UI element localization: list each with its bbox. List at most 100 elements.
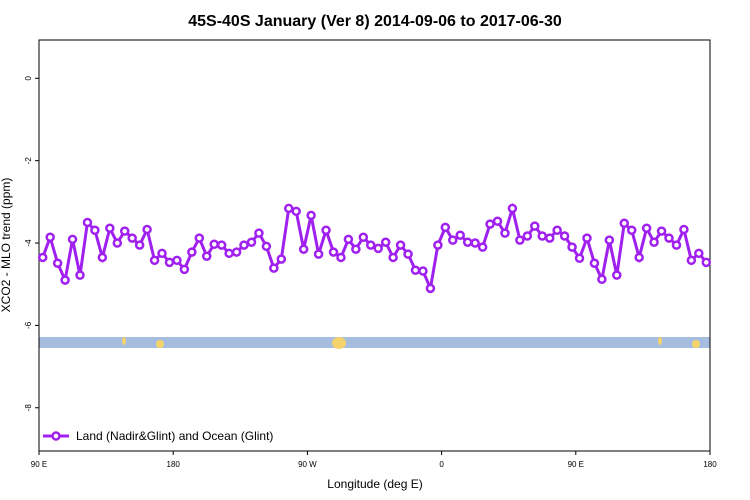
data-point (179, 264, 190, 275)
data-point (604, 235, 615, 245)
data-point (530, 221, 540, 231)
data-point (492, 216, 503, 226)
data-point (403, 249, 413, 259)
data-point (261, 241, 272, 252)
data-point (649, 237, 659, 247)
data-point (254, 228, 264, 238)
chart-title: 45S-40S January (Ver 8) 2014-09-06 to 20… (188, 13, 562, 30)
data-point (388, 252, 398, 263)
data-point (462, 237, 473, 247)
y-axis-label: XCO2 - MLO trend (ppm) (0, 178, 13, 313)
data-point (60, 275, 70, 285)
data-point (351, 244, 361, 254)
data-point (75, 270, 85, 280)
data-point (306, 210, 316, 221)
data-point (194, 233, 205, 243)
data-point (149, 255, 160, 266)
data-point (612, 270, 622, 280)
data-point (45, 232, 55, 243)
data-point (224, 248, 234, 259)
data-point (67, 234, 78, 245)
data-point (597, 274, 607, 285)
x-tick-label: 90 E (568, 460, 584, 469)
data-point (328, 247, 339, 257)
data-point (291, 206, 301, 217)
data-point (470, 238, 480, 248)
data-point (373, 243, 383, 254)
data-point (425, 283, 436, 294)
data-point (52, 258, 63, 268)
data-point (537, 231, 547, 241)
data-point (269, 263, 279, 273)
data-point (157, 248, 167, 259)
x-tick-label: 90 E (31, 460, 47, 469)
data-point (567, 242, 577, 252)
legend-marker (51, 431, 61, 441)
data-point (395, 240, 406, 250)
data-point (418, 266, 428, 276)
data-point (589, 258, 600, 268)
data-point (552, 225, 562, 236)
x-tick-label: 180 (167, 460, 181, 469)
data-point (82, 217, 93, 228)
data-point (246, 237, 257, 247)
data-point (485, 219, 495, 229)
data-point (97, 252, 108, 263)
data-point (336, 252, 346, 263)
data-point (559, 231, 570, 241)
data-point (515, 235, 525, 245)
data-point (216, 240, 227, 250)
y-tick-label: -2 (24, 157, 33, 165)
data-point (671, 240, 682, 250)
plot-frame (38, 39, 711, 452)
data-point (619, 218, 630, 229)
data-point (134, 240, 145, 250)
data-point (343, 234, 354, 245)
data-point (440, 222, 451, 233)
data-point (634, 252, 644, 263)
data-point (656, 226, 667, 236)
data-point (37, 252, 48, 263)
data-point (142, 224, 152, 235)
data-point (172, 255, 182, 266)
data-point (455, 230, 465, 240)
data-point (321, 225, 331, 236)
data-point (641, 223, 652, 233)
land-ocean-band (39, 337, 710, 349)
data-point (448, 235, 458, 245)
y-tick-label: 0 (24, 76, 33, 81)
data-point (694, 248, 704, 259)
data-point (112, 238, 123, 248)
data-point (313, 249, 324, 259)
data-point (209, 239, 219, 250)
data-point (574, 253, 585, 264)
data-point (284, 203, 294, 214)
data-point (90, 225, 100, 236)
data-point (477, 242, 488, 252)
data-point (127, 233, 137, 243)
data-point (276, 254, 287, 264)
data-point (358, 232, 369, 243)
data-point (119, 226, 130, 236)
data-point (239, 240, 249, 250)
data-point (507, 203, 518, 214)
data-point (544, 233, 555, 243)
data-point (679, 224, 689, 235)
data-point (410, 265, 421, 275)
data-point (626, 225, 637, 236)
y-tick-label: -8 (24, 404, 33, 412)
data-point (164, 257, 175, 268)
data-point (664, 233, 674, 243)
data-point (231, 247, 242, 257)
x-axis-label: Longitude (deg E) (327, 477, 422, 491)
data-point (298, 244, 309, 254)
x-tick-label: 0 (439, 460, 444, 469)
data-point (701, 257, 712, 268)
data-point (202, 251, 212, 261)
x-tick-label: 90 W (298, 460, 317, 469)
data-point (105, 223, 115, 233)
x-tick-label: 180 (703, 460, 717, 469)
data-point (686, 255, 697, 266)
legend-label: Land (Nadir&Glint) and Ocean (Glint) (76, 429, 273, 443)
